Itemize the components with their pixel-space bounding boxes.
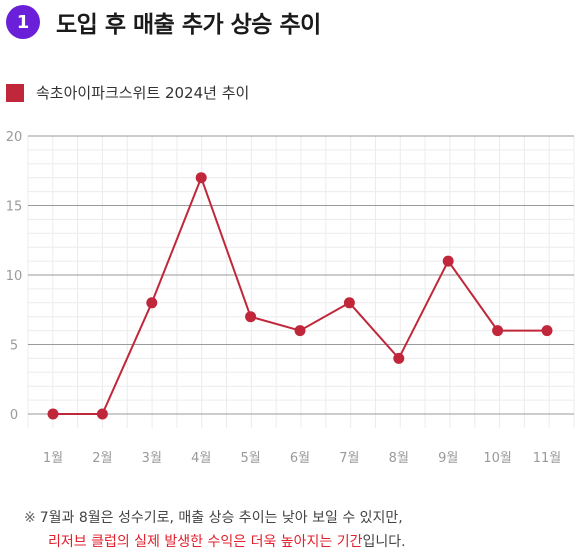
x-tick-label: 7월	[339, 451, 359, 466]
chart-legend: 속초아이파크스위트 2024년 추이	[6, 82, 249, 103]
footnote-text-2: 입니다.	[362, 534, 406, 550]
x-tick-label: 3월	[142, 451, 162, 466]
section-number-badge: 1	[6, 5, 40, 39]
x-tick-label: 6월	[290, 451, 310, 466]
y-tick-label: 15	[6, 200, 23, 215]
footnote-highlight: 리저브 클럽의 실제 발생한 수익은 더욱 높아지는 기간	[48, 534, 363, 550]
x-tick-label: 8월	[389, 451, 409, 466]
section-title: 도입 후 매출 추가 상승 추이	[56, 12, 321, 38]
data-point	[343, 297, 355, 309]
footnote: ※ 7월과 8월은 성수기로, 매출 상승 추이는 낮아 보일 수 있지만, 리저…	[24, 506, 406, 554]
data-point	[492, 325, 504, 337]
x-tick-label: 9월	[438, 451, 458, 466]
data-point	[146, 297, 158, 309]
x-tick-label: 11월	[533, 451, 562, 466]
footnote-line-1: ※ 7월과 8월은 성수기로, 매출 상승 추이는 낮아 보일 수 있지만,	[24, 506, 406, 530]
x-tick-label: 4월	[191, 451, 211, 466]
x-tick-label: 5월	[240, 451, 260, 466]
y-tick-label: 10	[6, 269, 23, 284]
footnote-mark: ※	[24, 510, 36, 526]
line-chart: 0 5 10 15 20 1월 2월 3월 4월 5월 6월 7월 8월 9월 10월 11월	[6, 130, 575, 466]
data-point	[47, 408, 59, 420]
y-tick-label: 20	[6, 130, 23, 145]
y-tick-label: 5	[10, 339, 18, 354]
x-tick-label: 1월	[43, 451, 63, 466]
data-point	[96, 408, 108, 420]
data-point	[195, 172, 207, 184]
x-tick-label: 10월	[483, 451, 512, 466]
data-point	[541, 325, 553, 337]
data-point	[245, 311, 257, 323]
footnote-text-1: 7월과 8월은 성수기로, 매출 상승 추이는 낮아 보일 수 있지만,	[39, 510, 403, 526]
x-tick-label: 2월	[92, 451, 112, 466]
y-tick-label: 0	[10, 408, 18, 423]
data-point	[294, 325, 306, 337]
data-point	[442, 255, 454, 267]
legend-swatch	[6, 83, 24, 102]
section-header: 1 도입 후 매출 추가 상승 추이	[6, 4, 321, 40]
footnote-line-2: 리저브 클럽의 실제 발생한 수익은 더욱 높아지는 기간입니다.	[24, 530, 406, 554]
data-point	[393, 352, 405, 364]
legend-label: 속초아이파크스위트 2024년 추이	[36, 84, 250, 102]
